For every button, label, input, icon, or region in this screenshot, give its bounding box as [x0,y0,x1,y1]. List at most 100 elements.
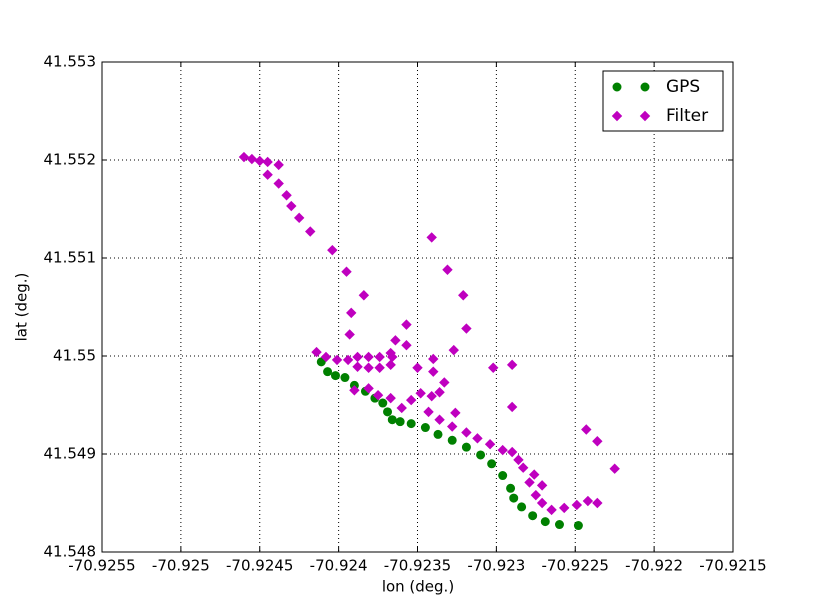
data-point [363,383,374,394]
data-point [238,151,250,163]
x-tick-label: -70.922 [625,557,683,575]
data-point [273,159,284,171]
data-point [517,462,529,473]
data-point [529,469,540,480]
data-point [385,359,396,371]
data-point [281,190,292,201]
data-point [262,156,273,168]
data-point [433,429,443,439]
data-point [554,520,564,530]
data-point [536,497,548,509]
x-tick-label: -70.9225 [542,557,609,575]
data-point [592,497,603,509]
data-point [374,351,385,363]
data-point [488,362,499,373]
data-point [405,394,417,406]
data-point [401,340,412,351]
y-tick-label: 41.55 [53,347,96,365]
data-point [426,232,437,243]
data-point [387,415,397,425]
legend-label: GPS [666,77,700,97]
data-point [358,290,370,301]
data-point [497,444,508,456]
data-point [330,371,340,381]
data-point [559,502,570,514]
x-axis-label: lon (deg.) [382,578,454,596]
data-point [378,398,388,408]
data-point [428,353,439,365]
x-tick-label: -70.9235 [384,557,451,575]
data-point [524,477,535,488]
x-tick-label: -70.925 [152,557,210,575]
data-point [472,433,483,444]
data-point [346,307,357,319]
data-point [446,421,458,432]
data-point [428,366,439,377]
data-point [461,442,471,452]
data-point [476,450,486,460]
data-point [506,401,518,413]
data-point [341,266,352,277]
data-point [540,517,550,527]
legend-marker [639,110,651,122]
data-point [401,319,412,330]
data-point [316,357,326,367]
legend-box [602,70,724,132]
data-point [420,423,430,433]
x-tick-label: -70.9245 [226,557,293,575]
data-point [506,359,518,371]
data-point [426,390,437,402]
data-point [363,351,374,363]
data-point [372,389,384,401]
data-point [592,436,603,447]
data-point [506,483,516,493]
data-point [461,427,472,438]
legend-label: Filter [666,106,708,126]
data-point [395,417,405,427]
data-point [311,346,322,358]
data-point [286,200,297,212]
data-point [506,446,518,458]
data-point [406,419,416,429]
legend-marker [612,82,622,92]
data-point [448,344,459,356]
data-point [536,480,548,491]
y-tick-label: 41.551 [44,249,97,267]
data-point [352,351,363,363]
x-tick-label: -70.924 [310,557,368,575]
x-tick-label: -70.9255 [68,557,135,575]
data-point [262,169,273,180]
data-point [609,463,620,474]
data-point [320,351,332,363]
data-point [246,153,258,165]
data-point [546,504,557,516]
data-point [573,521,583,531]
x-tick-label: -70.9215 [699,557,766,575]
data-point [254,155,265,167]
data-point [582,495,594,507]
data-point [412,362,423,373]
data-point [517,502,527,512]
legend-marker [611,110,623,122]
data-point [385,392,396,404]
y-tick-label: 41.549 [44,445,97,463]
data-point [571,499,583,511]
data-point [293,212,305,224]
data-point [331,354,343,366]
data-point [434,387,445,398]
y-tick-label: 41.548 [44,543,97,561]
data-point [461,323,472,334]
data-point [484,438,496,450]
data-point [509,493,519,503]
data-point [487,459,497,469]
data-point [442,264,453,275]
data-point [423,406,434,418]
y-tick-label: 41.552 [44,151,97,169]
data-point [450,407,461,419]
data-point [327,244,338,256]
y-tick-label: 41.553 [44,53,97,71]
data-point [396,402,407,414]
data-point [363,362,374,373]
data-point [273,178,284,189]
